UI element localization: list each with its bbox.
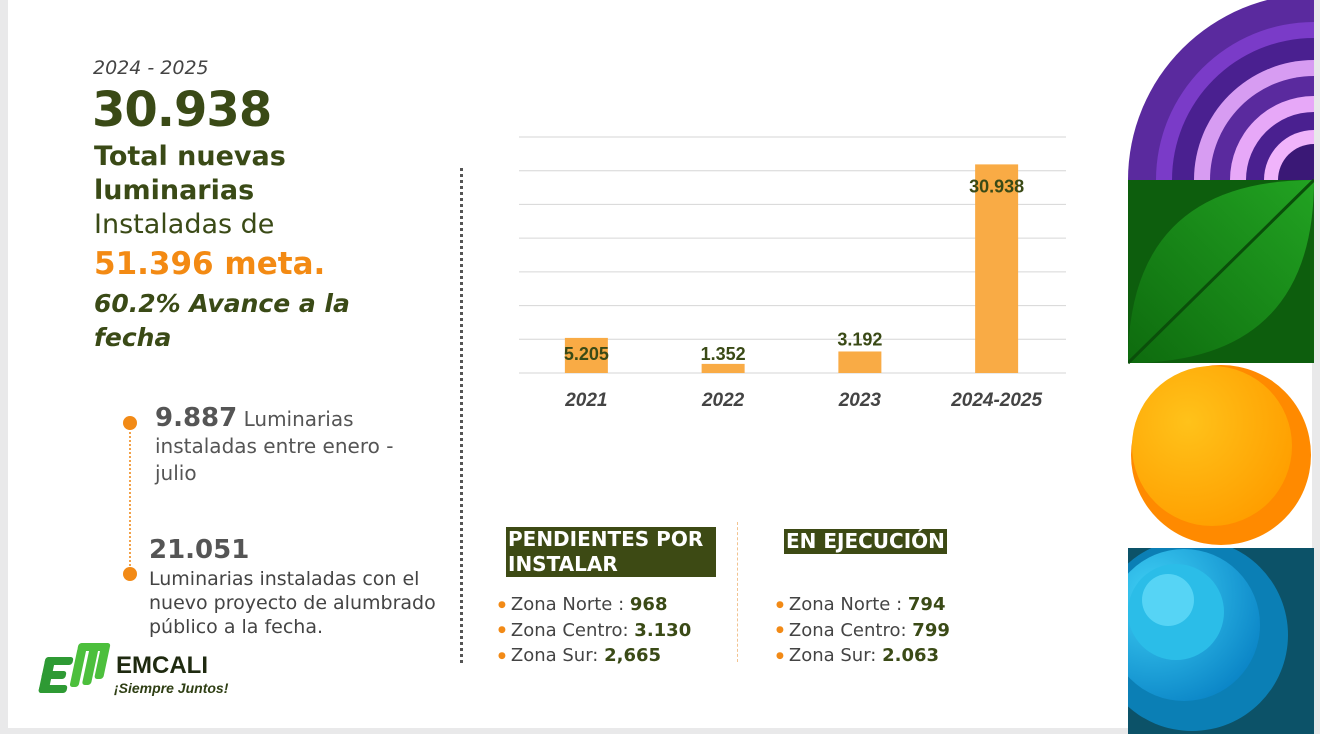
progress-label: 60.2% Avance a la fecha <box>94 289 350 352</box>
tick-label-2021: 2021 <box>564 390 607 411</box>
emcali-logo-mark <box>38 643 111 693</box>
tick-label-2022: 2022 <box>701 390 745 411</box>
timeline-connector <box>129 425 131 573</box>
period-label: 2024 - 2025 <box>93 57 209 79</box>
data-label-2021: 5.205 <box>564 344 609 364</box>
total-label: Total nuevas luminarias <box>94 141 286 206</box>
milestone-2-number: 21.051 <box>149 535 250 565</box>
logo-tagline: ¡Siempre Juntos! <box>114 680 229 696</box>
pending-zones: Zona Norte : 968 Zona Centro: 3.130 Zona… <box>498 592 691 669</box>
tick-label-2024-2025: 2024-2025 <box>950 390 1042 411</box>
bar-2022 <box>701 363 745 373</box>
milestone-1-number: 9.887 <box>155 403 238 433</box>
milestone-1: 9.887 Luminarias instaladas entre enero … <box>155 405 395 487</box>
milestone-2-text: Luminarias instaladas con el nuevo proye… <box>149 568 436 638</box>
decorative-shapes <box>1128 0 1314 734</box>
green-leaf-shape <box>1128 178 1314 365</box>
execution-zone-south: Zona Sur: 2.063 <box>776 643 950 669</box>
pending-zone-north: Zona Norte : 968 <box>498 592 691 618</box>
installed-of-label: Instaladas de <box>94 209 275 240</box>
section-divider <box>737 522 738 662</box>
execution-zones: Zona Norte : 794 Zona Centro: 799 Zona S… <box>776 592 950 669</box>
total-value: 30.938 <box>92 82 272 138</box>
execution-zone-north: Zona Norte : 794 <box>776 592 950 618</box>
bar-chart: 5.205 2021 1.352 2022 3.192 2023 30.938 2024-20… <box>519 136 1066 411</box>
emcali-logo: EMCALI ¡Siempre Juntos! <box>38 643 229 696</box>
bar-2024-2025 <box>975 164 1019 373</box>
dotted-divider <box>460 168 463 663</box>
purple-arcs-shape <box>1128 0 1314 180</box>
bar-2021 <box>564 337 608 373</box>
execution-title: EN EJECUCIÓN <box>784 529 947 554</box>
blue-wave-shape <box>1128 548 1314 734</box>
orange-sun-shape <box>1131 365 1311 545</box>
timeline-dot <box>123 567 137 581</box>
data-label-2022: 1.352 <box>701 344 746 364</box>
pending-zone-center: Zona Centro: 3.130 <box>498 618 691 644</box>
bar-2023 <box>838 351 882 373</box>
data-label-2024-2025: 30.938 <box>969 176 1024 196</box>
tick-label-2023: 2023 <box>838 390 882 411</box>
execution-zone-center: Zona Centro: 799 <box>776 618 950 644</box>
milestone-1-text: Luminarias instaladas entre enero - juli… <box>155 407 394 485</box>
logo-name: EMCALI <box>116 652 208 679</box>
pending-zone-south: Zona Sur: 2,665 <box>498 643 691 669</box>
timeline-dot <box>123 416 137 430</box>
goal-value: 51.396 meta. <box>94 246 326 282</box>
pending-title: PENDIENTES POR INSTALAR <box>506 527 716 577</box>
data-label-2023: 3.192 <box>837 329 882 349</box>
